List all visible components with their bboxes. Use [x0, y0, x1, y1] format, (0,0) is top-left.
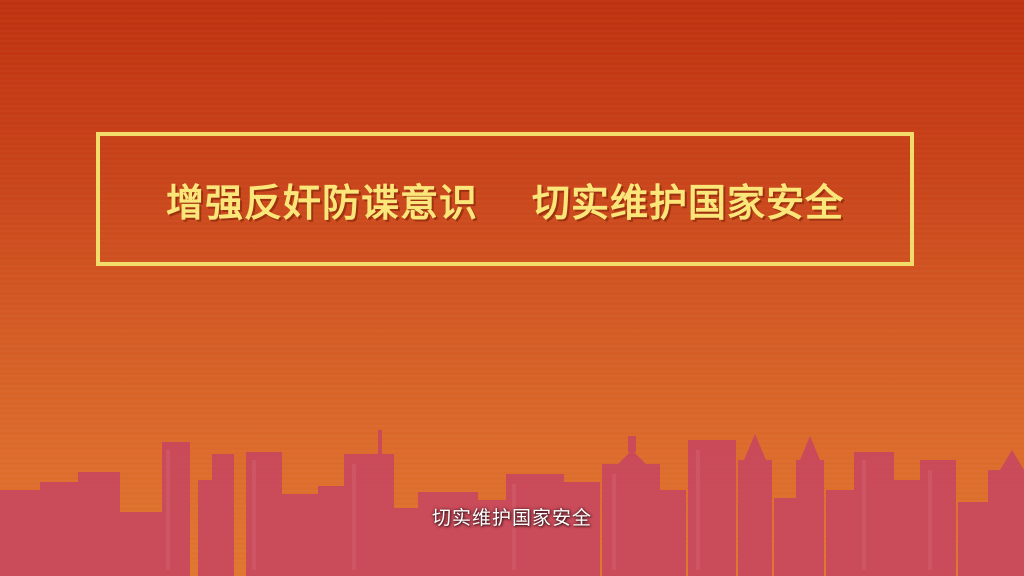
title-banner: 增强反奸防谍意识 切实维护国家安全 [96, 132, 914, 266]
banner-title-left: 增强反奸防谍意识 [165, 179, 478, 225]
banner-title-right: 切实维护国家安全 [532, 179, 845, 225]
city-skyline-illustration [0, 430, 1024, 576]
banner-title: 增强反奸防谍意识 切实维护国家安全 [100, 136, 910, 262]
video-subtitle: 切实维护国家安全 [431, 507, 592, 529]
